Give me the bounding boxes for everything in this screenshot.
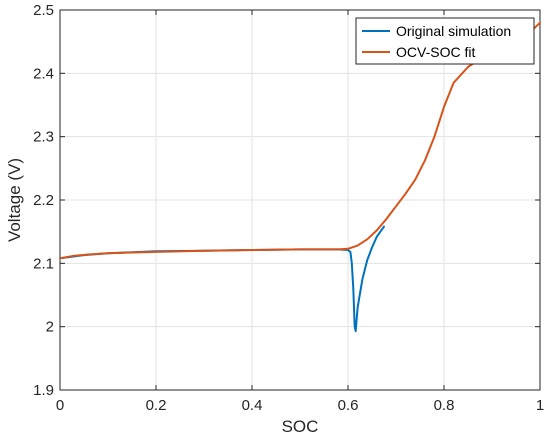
x-tick-label: 0	[56, 397, 64, 414]
y-tick-label: 1.9	[33, 382, 54, 399]
x-axis-title: SOC	[282, 417, 319, 436]
legend-label-ocv-soc-fit: OCV-SOC fit	[396, 44, 475, 60]
x-tick-label: 0.6	[338, 397, 359, 414]
y-tick-label: 2.1	[33, 255, 54, 272]
x-tick-label: 0.2	[146, 397, 167, 414]
x-tick-label: 0.4	[242, 397, 263, 414]
legend-box	[355, 17, 535, 65]
axis-ticks	[59, 9, 541, 391]
x-tick-label: 0.8	[434, 397, 455, 414]
y-tick-label: 2.4	[33, 65, 54, 82]
y-tick-label: 2.3	[33, 129, 54, 146]
y-tick-label: 2.5	[33, 2, 54, 19]
x-tick-label: 1	[536, 397, 544, 414]
axis-tick-labels: 0 0.2 0.4 0.6 0.8 1 1.9 2 2.1 2.2 2.3 2.4 2.5	[33, 2, 544, 414]
grid	[59, 9, 541, 391]
y-axis-title: Voltage (V)	[5, 158, 24, 242]
legend: Original simulation OCV-SOC fit	[355, 17, 535, 65]
y-tick-label: 2	[46, 319, 54, 336]
legend-label-original-simulation: Original simulation	[396, 23, 511, 39]
y-tick-label: 2.2	[33, 192, 54, 209]
